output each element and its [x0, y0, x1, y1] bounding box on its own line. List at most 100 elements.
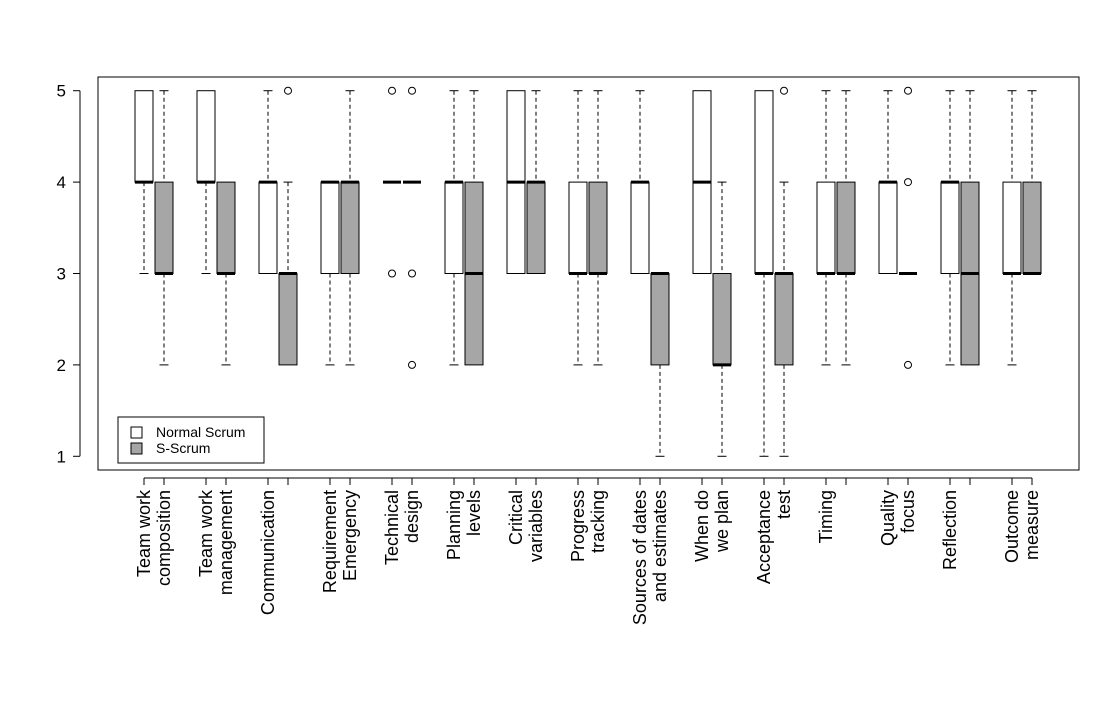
y-tick-label: 5 [57, 82, 66, 101]
outlier-point [780, 86, 788, 95]
iqr-box [712, 273, 732, 366]
plot-frame [97, 76, 1080, 471]
category-label: Communication [258, 490, 278, 615]
category-label: and estimates [650, 490, 670, 602]
category-label: Progress [568, 490, 588, 562]
category-labels: Team work composition Team work management C… [134, 489, 1042, 625]
axes: 1 2 3 4 5 [57, 76, 1080, 485]
box-s-scrum [278, 86, 298, 366]
category-label: focus [898, 490, 918, 533]
legend-label: S-Scrum [156, 440, 210, 456]
box-normal-scrum [134, 90, 154, 274]
iqr-box [526, 181, 546, 274]
outlier-point [904, 86, 912, 95]
category-label: design [402, 490, 422, 543]
category-label: we plan [712, 490, 732, 553]
box-normal-scrum [630, 90, 650, 274]
outlier-point [904, 178, 912, 187]
box-normal-scrum [444, 90, 464, 366]
box-s-scrum [216, 181, 236, 366]
box-normal-scrum [506, 90, 526, 274]
outlier-point [388, 269, 396, 278]
iqr-box [258, 181, 278, 274]
box-s-scrum [340, 90, 360, 366]
box-s-scrum [403, 86, 421, 369]
iqr-box [444, 181, 464, 274]
box-normal-scrum [383, 86, 401, 278]
box-s-scrum [588, 90, 608, 366]
outlier-point [904, 360, 912, 369]
iqr-box [568, 181, 588, 274]
y-tick-label: 1 [57, 447, 66, 466]
category-label: measure [1022, 490, 1042, 560]
iqr-box [196, 90, 216, 183]
iqr-box [878, 181, 898, 274]
category-label: Planning [444, 490, 464, 560]
iqr-box [630, 181, 650, 274]
category-label: Team work [196, 489, 216, 577]
y-tick-label: 4 [57, 173, 66, 192]
box-s-scrum [774, 86, 794, 457]
box-s-scrum [464, 90, 484, 366]
plot-area [134, 86, 1042, 457]
box-normal-scrum [568, 90, 588, 366]
outlier-point [408, 86, 416, 95]
iqr-box [134, 90, 154, 183]
box-normal-scrum [692, 90, 712, 274]
category-label: Timing [816, 490, 836, 543]
category-label: When do [692, 490, 712, 562]
category-label: Outcome [1002, 490, 1022, 563]
box-normal-scrum [754, 90, 774, 457]
category-label: Requirement [320, 490, 340, 593]
iqr-box [816, 181, 836, 274]
box-normal-scrum [816, 90, 836, 366]
outlier-point [284, 86, 292, 95]
box-s-scrum [526, 90, 546, 274]
category-label: Sources of dates [630, 490, 650, 625]
category-label: test [774, 490, 794, 519]
iqr-box [940, 181, 960, 274]
iqr-box [320, 181, 340, 274]
box-normal-scrum [258, 90, 278, 274]
box-s-scrum [650, 272, 670, 457]
legend-label: Normal Scrum [156, 424, 245, 440]
category-label: composition [154, 490, 174, 586]
box-s-scrum [154, 90, 174, 366]
iqr-box [588, 181, 608, 274]
iqr-box [1022, 181, 1042, 274]
box-s-scrum [960, 90, 980, 366]
category-label: management [216, 490, 236, 595]
iqr-box [154, 181, 174, 274]
iqr-box [1002, 181, 1022, 274]
legend-swatch [130, 426, 143, 439]
box-normal-scrum [940, 90, 960, 366]
iqr-box [774, 273, 794, 366]
box-s-scrum [899, 86, 917, 369]
category-label: Reflection [940, 490, 960, 570]
category-label: Acceptance [754, 490, 774, 584]
legend-swatch [130, 442, 143, 455]
box-s-scrum [712, 181, 732, 457]
category-label: variables [526, 490, 546, 562]
outlier-point [388, 86, 396, 95]
category-label: Team work [134, 489, 154, 577]
iqr-box [278, 273, 298, 366]
box-normal-scrum [878, 90, 898, 274]
outlier-point [408, 360, 416, 369]
iqr-box [836, 181, 856, 274]
outlier-point [408, 269, 416, 278]
iqr-box [650, 273, 670, 366]
legend-frame [117, 416, 265, 464]
iqr-box [216, 181, 236, 274]
y-tick-label: 2 [57, 356, 66, 375]
y-tick-label: 3 [57, 265, 66, 284]
box-s-scrum [836, 90, 856, 366]
category-label: levels [464, 490, 484, 536]
box-s-scrum [1022, 90, 1042, 275]
iqr-box [754, 90, 774, 274]
category-label: Emergency [340, 490, 360, 581]
category-label: tracking [588, 490, 608, 553]
iqr-box [340, 181, 360, 274]
